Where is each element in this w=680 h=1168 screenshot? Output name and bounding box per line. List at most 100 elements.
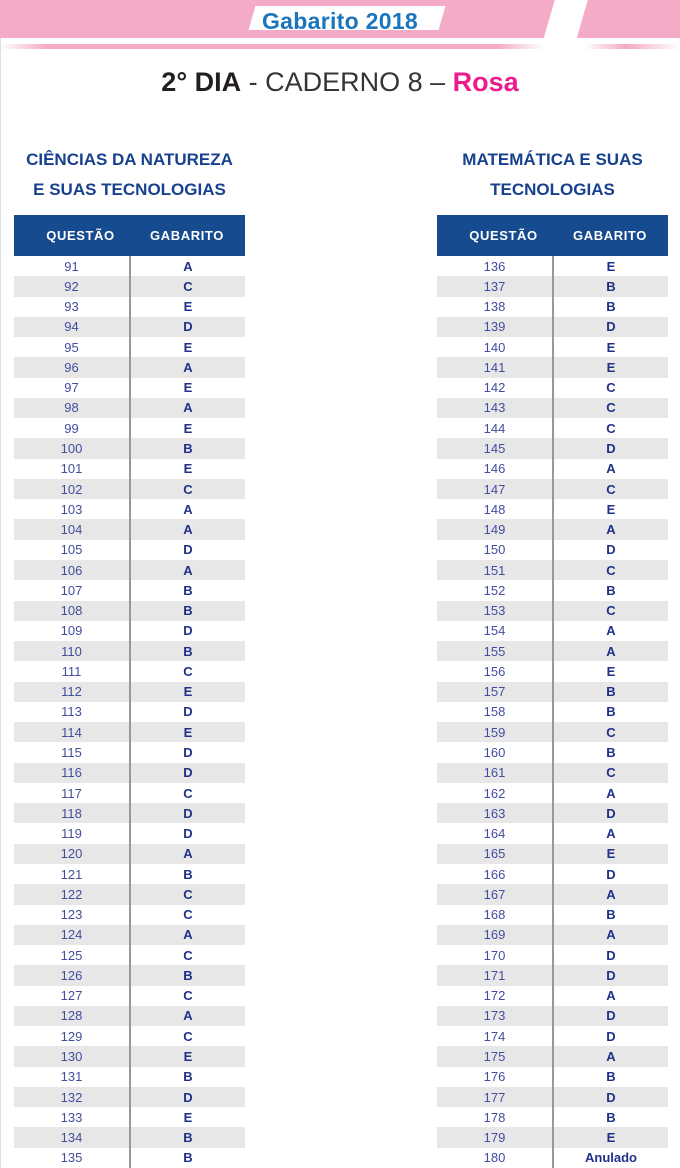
table-row: 118 D: [14, 803, 245, 824]
answer-letter: D: [129, 620, 245, 642]
table-row: 128 A: [14, 1005, 245, 1027]
table-row: 148 E: [437, 499, 668, 520]
question-number: 160: [483, 745, 506, 760]
answer-letter: A: [129, 357, 245, 378]
answer-letter: C: [129, 1026, 245, 1047]
question-number: 138: [483, 299, 506, 315]
table-row: 135 B: [14, 1147, 245, 1168]
table-header: QUESTÃO GABARITO: [14, 215, 245, 256]
table-row: 145 D: [437, 438, 668, 459]
answer-letter: B: [552, 742, 668, 763]
table-row: 155 A: [437, 641, 668, 662]
table-row: 175 A: [437, 1046, 668, 1067]
table-row: 132 D: [14, 1086, 245, 1108]
question-number: 92: [64, 278, 79, 294]
table-row: 101 E: [14, 458, 245, 479]
table-row: 157 B: [437, 681, 668, 702]
question-number: 122: [60, 886, 83, 902]
answer-letter: B: [129, 1127, 245, 1148]
question-number: 128: [60, 1008, 83, 1024]
answer-letter: B: [552, 701, 668, 723]
question-number: 136: [483, 258, 506, 274]
answer-letter: C: [129, 478, 245, 500]
question-number: 93: [64, 299, 79, 315]
table-row: 162 A: [437, 782, 668, 804]
question-number: 158: [483, 704, 506, 720]
answer-letter: A: [129, 519, 245, 540]
answer-letter: B: [129, 580, 245, 601]
question-number: 134: [60, 1130, 83, 1146]
banner: Gabarito 2018: [0, 0, 680, 38]
table-row: 105 D: [14, 539, 245, 560]
answer-letter: A: [552, 1046, 668, 1067]
table-row: 156 E: [437, 661, 668, 682]
question-number: 170: [483, 947, 506, 963]
question-number: 167: [483, 886, 506, 902]
question-number: 115: [61, 745, 82, 760]
table-row: 151 C: [437, 559, 668, 581]
question-number: 101: [60, 461, 83, 477]
table-row: 113 D: [14, 701, 245, 723]
answer-letter: A: [552, 823, 668, 844]
section-title-line1: MATEMÁTICA E SUAS: [462, 150, 643, 169]
table-row: 167 A: [437, 884, 668, 905]
table-row: 106 A: [14, 559, 245, 581]
answer-letter: A: [552, 641, 668, 662]
table-row: 97 E: [14, 377, 245, 398]
question-number: 130: [60, 1048, 83, 1064]
question-number: 180: [483, 1150, 506, 1166]
question-number: 131: [60, 1069, 83, 1085]
answer-letter: B: [552, 1107, 668, 1128]
answer-letter: D: [552, 1026, 668, 1047]
answer-letter: B: [552, 1066, 668, 1087]
answer-letter: B: [552, 904, 668, 925]
table-body: 91 A 92 C 93 E 94 D 95 E 96 A 97 E 98 A …: [14, 256, 245, 1168]
question-number: 175: [483, 1048, 506, 1064]
question-number: 169: [483, 927, 506, 943]
question-number: 154: [483, 623, 506, 639]
answer-letter: C: [552, 397, 668, 419]
answer-letter: E: [552, 256, 668, 277]
question-number: 161: [483, 765, 506, 781]
answer-letter: E: [552, 499, 668, 520]
table-row: 127 C: [14, 985, 245, 1006]
answer-letter: D: [129, 762, 245, 783]
question-number: 157: [483, 684, 506, 700]
question-number: 162: [483, 785, 506, 801]
table-row: 114 E: [14, 722, 245, 743]
table-row: 103 A: [14, 499, 245, 520]
question-number: 100: [60, 441, 83, 457]
question-number: 106: [60, 562, 83, 578]
answer-letter: E: [129, 418, 245, 439]
answer-letter: A: [552, 620, 668, 642]
table-row: 91 A: [14, 256, 245, 277]
table-row: 124 A: [14, 924, 245, 946]
question-number: 140: [483, 339, 506, 355]
table-row: 129 C: [14, 1026, 245, 1047]
answer-letter: A: [552, 458, 668, 479]
table-row: 165 E: [437, 843, 668, 864]
table-row: 152 B: [437, 580, 668, 601]
answer-letter: E: [129, 296, 245, 317]
page-title-day: 2° DIA: [161, 67, 242, 97]
question-number: 137: [483, 278, 506, 294]
question-number: 166: [483, 866, 506, 882]
answer-letter: C: [552, 600, 668, 621]
banner-title: Gabarito 2018: [261, 8, 419, 34]
question-number: 104: [60, 522, 83, 538]
table-row: 173 D: [437, 1005, 668, 1027]
table-row: 143 C: [437, 397, 668, 419]
question-number: 110: [61, 643, 82, 659]
question-number: 152: [483, 582, 506, 598]
answer-letter: A: [129, 843, 245, 864]
table-ciencias-da-natureza: CIÊNCIAS DA NATUREZA E SUAS TECNOLOGIAS …: [14, 99, 245, 1168]
answer-letter: A: [129, 559, 245, 581]
answer-letter: E: [129, 722, 245, 743]
table-row: 99 E: [14, 418, 245, 439]
answer-letter: Anulado: [552, 1147, 668, 1168]
answer-letter: E: [129, 458, 245, 479]
table-matematica: MATEMÁTICA E SUAS TECNOLOGIAS QUESTÃO GA…: [437, 99, 668, 1168]
answer-letter: C: [129, 945, 245, 966]
answer-letter: A: [552, 924, 668, 946]
answer-letter: E: [552, 661, 668, 682]
